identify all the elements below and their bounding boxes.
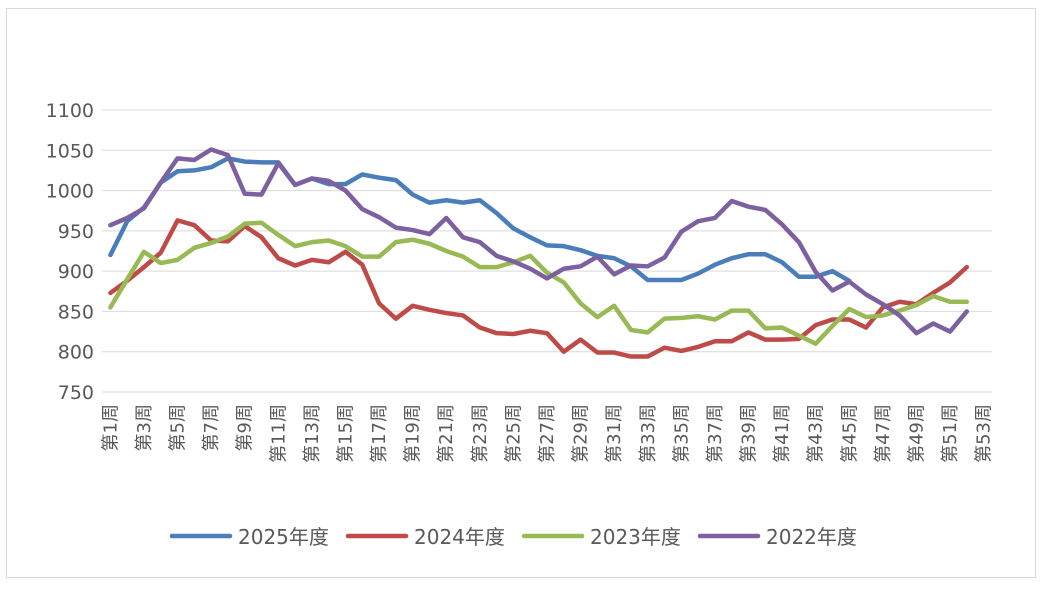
x-tick-label: 第35周 (671, 404, 692, 463)
series-line (108, 156, 852, 284)
x-tick-label: 第53周 (974, 404, 995, 463)
series-line (108, 218, 970, 359)
x-tick-label: 第45周 (839, 404, 860, 463)
y-tick-label: 1100 (46, 100, 94, 122)
x-tick-label: 第51周 (940, 404, 961, 463)
legend-label: 2025年度 (238, 525, 329, 549)
series-line (108, 147, 970, 336)
y-tick-label: 950 (58, 221, 94, 243)
x-tick-label: 第27周 (537, 404, 558, 463)
x-tick-label: 第7周 (201, 404, 222, 451)
x-tick-label: 第29周 (571, 404, 592, 463)
x-tick-label: 第31周 (604, 404, 625, 463)
legend-label: 2022年度 (766, 525, 857, 549)
x-tick-label: 第33周 (638, 404, 659, 463)
x-tick-label: 第5周 (168, 404, 189, 451)
x-tick-label: 第49周 (906, 404, 927, 463)
x-tick-label: 第23周 (470, 404, 491, 463)
x-tick-label: 第25周 (503, 404, 524, 463)
x-tick-label: 第3周 (134, 404, 155, 451)
x-tick-label: 第15周 (335, 404, 356, 463)
y-tick-label: 1000 (46, 181, 94, 203)
x-tick-label: 第21周 (436, 404, 457, 463)
x-tick-label: 第19周 (403, 404, 424, 463)
x-tick-label: 第37周 (705, 404, 726, 463)
x-tick-label: 第9周 (235, 404, 256, 451)
y-tick-label: 900 (58, 261, 94, 283)
x-tick-label: 第43周 (806, 404, 827, 463)
series-line (108, 220, 970, 346)
y-tick-label: 750 (58, 382, 94, 404)
x-axis-ticks: 第1周 第3周 第5周 第7周 第9周 第11周 第13周 第15周 第17周 第19周 第21周第… (100, 404, 994, 463)
x-tick-label: 第11周 (268, 404, 289, 463)
x-tick-label: 第1周 (100, 404, 121, 451)
x-tick-label: 第47周 (873, 404, 894, 463)
x-tick-label: 第41周 (772, 404, 793, 463)
x-tick-label: 第39周 (739, 404, 760, 463)
legend-label: 2023年度 (590, 525, 681, 549)
legend: 2025年度 2024年度 2023年度 2022年度 (169, 525, 857, 549)
y-tick-label: 800 (58, 342, 94, 364)
y-tick-label: 850 (58, 301, 94, 323)
gridlines (102, 109, 992, 393)
x-tick-label: 第17周 (369, 404, 390, 463)
series-lines (108, 147, 970, 359)
y-axis-ticks: 750 800 850 900 950 1000 1050 1100 (46, 100, 94, 404)
x-tick-label: 第13周 (302, 404, 323, 463)
y-tick-label: 1050 (46, 140, 94, 162)
legend-label: 2024年度 (414, 525, 505, 549)
